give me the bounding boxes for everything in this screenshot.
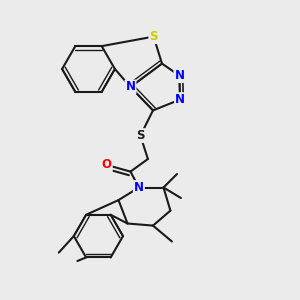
- Text: S: S: [149, 30, 158, 43]
- Text: N: N: [125, 80, 136, 94]
- Text: N: N: [174, 69, 184, 82]
- Text: S: S: [136, 129, 145, 142]
- Text: N: N: [175, 93, 185, 106]
- Text: O: O: [102, 158, 112, 172]
- Text: N: N: [134, 181, 144, 194]
